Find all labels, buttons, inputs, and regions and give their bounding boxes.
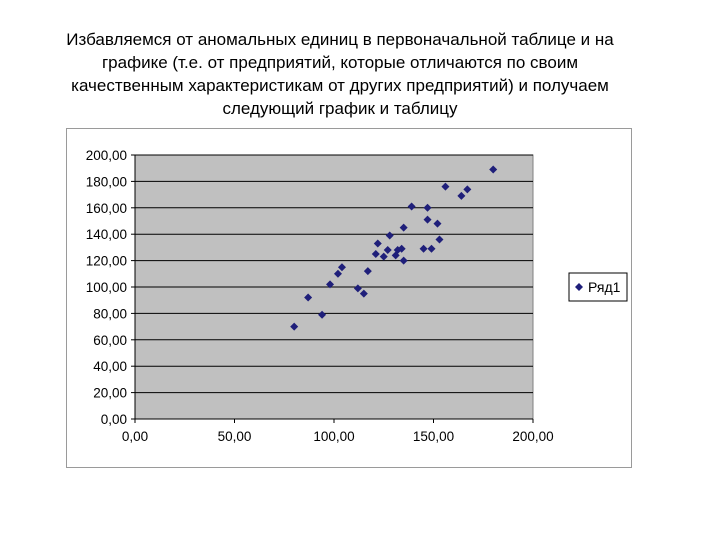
data-point: [385, 231, 394, 240]
data-point: [290, 322, 299, 331]
legend-label: Ряд1: [588, 279, 621, 295]
data-point: [399, 223, 408, 232]
data-point: [463, 185, 472, 194]
x-tick-label: 50,00: [218, 429, 252, 444]
x-tick-label: 200,00: [512, 429, 553, 444]
data-point: [383, 246, 392, 255]
data-point: [337, 263, 346, 272]
slide-title-line-1: Избавляемся от аномальных единиц в перво…: [66, 30, 614, 49]
data-point: [427, 244, 436, 253]
data-point: [399, 256, 408, 265]
data-point: [333, 269, 342, 278]
y-tick-label: 120,00: [86, 254, 127, 269]
data-point: [353, 284, 362, 293]
y-tick-label: 200,00: [86, 148, 127, 163]
data-point: [489, 165, 498, 174]
data-point: [423, 215, 432, 224]
data-point: [379, 252, 388, 261]
data-point: [441, 182, 450, 191]
slide-title-line-3: качественным характеристикам от других п…: [71, 76, 609, 95]
data-point: [326, 280, 335, 289]
data-point: [419, 244, 428, 253]
y-tick-label: 0,00: [101, 412, 127, 427]
legend-marker: [575, 283, 583, 291]
y-tick-label: 140,00: [86, 227, 127, 242]
x-tick-label: 100,00: [313, 429, 354, 444]
slide-title-line-4: следующий график и таблицу: [222, 99, 458, 118]
y-tick-label: 60,00: [93, 333, 127, 348]
data-point: [423, 203, 432, 212]
y-tick-label: 100,00: [86, 280, 127, 295]
y-tick-label: 160,00: [86, 201, 127, 216]
data-point: [371, 250, 380, 258]
data-point: [373, 239, 382, 248]
data-point: [359, 289, 368, 298]
slide-title: Избавляемся от аномальных единиц в перво…: [10, 28, 670, 120]
data-point: [457, 191, 466, 200]
data-point: [397, 244, 406, 253]
data-point: [435, 235, 444, 244]
scatter-chart: 0,00 20,00 40,00 60,00 80,00 100,00 120,00 140,…: [66, 128, 632, 468]
data-point: [304, 293, 313, 302]
data-point: [433, 219, 442, 228]
data-point: [407, 202, 416, 211]
x-tick-label: 0,00: [122, 429, 148, 444]
data-point: [318, 310, 327, 319]
y-tick-label: 20,00: [93, 386, 127, 401]
slide-title-line-2: графике (т.е. от предприятий, которые от…: [101, 53, 579, 72]
y-tick-label: 80,00: [93, 306, 127, 321]
y-tick-label: 40,00: [93, 359, 127, 374]
y-tick-label: 180,00: [86, 174, 127, 189]
chart-canvas: 0,00 20,00 40,00 60,00 80,00 100,00 120,00 140,…: [86, 148, 628, 444]
data-point: [363, 267, 372, 276]
x-tick-label: 150,00: [413, 429, 454, 444]
